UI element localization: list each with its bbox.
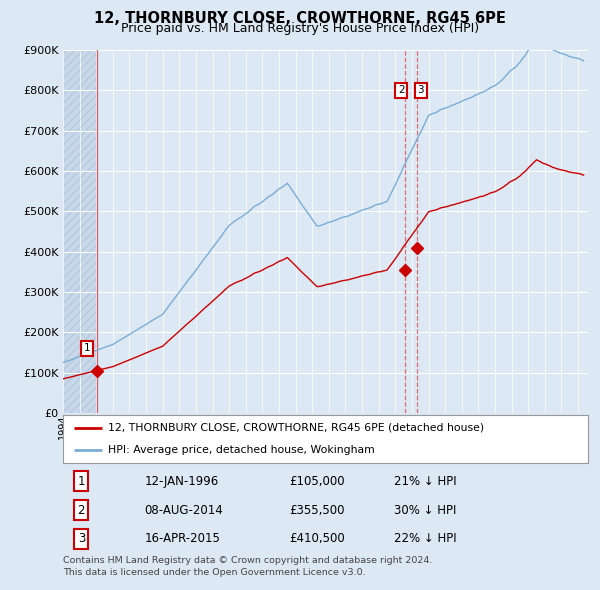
Bar [63, 50, 97, 413]
Text: £410,500: £410,500 [289, 532, 344, 545]
Text: 16-APR-2015: 16-APR-2015 [145, 532, 220, 545]
Text: 1: 1 [83, 343, 90, 353]
Bar [63, 50, 97, 413]
Text: 3: 3 [418, 86, 424, 96]
Text: 21% ↓ HPI: 21% ↓ HPI [394, 475, 457, 488]
Text: 2: 2 [77, 503, 85, 516]
Text: 2: 2 [398, 86, 404, 96]
Text: HPI: Average price, detached house, Wokingham: HPI: Average price, detached house, Woki… [107, 445, 374, 455]
Text: 12, THORNBURY CLOSE, CROWTHORNE, RG45 6PE: 12, THORNBURY CLOSE, CROWTHORNE, RG45 6P… [94, 11, 506, 25]
Text: 12-JAN-1996: 12-JAN-1996 [145, 475, 218, 488]
Text: 1: 1 [77, 475, 85, 488]
Text: 08-AUG-2014: 08-AUG-2014 [145, 503, 223, 516]
Text: 3: 3 [77, 532, 85, 545]
Text: 12, THORNBURY CLOSE, CROWTHORNE, RG45 6PE (detached house): 12, THORNBURY CLOSE, CROWTHORNE, RG45 6P… [107, 423, 484, 433]
Text: Contains HM Land Registry data © Crown copyright and database right 2024.
This d: Contains HM Land Registry data © Crown c… [63, 556, 433, 576]
Text: 30% ↓ HPI: 30% ↓ HPI [394, 503, 456, 516]
Text: 22% ↓ HPI: 22% ↓ HPI [394, 532, 457, 545]
Text: £105,000: £105,000 [289, 475, 344, 488]
Text: £355,500: £355,500 [289, 503, 344, 516]
Text: Price paid vs. HM Land Registry's House Price Index (HPI): Price paid vs. HM Land Registry's House … [121, 22, 479, 35]
